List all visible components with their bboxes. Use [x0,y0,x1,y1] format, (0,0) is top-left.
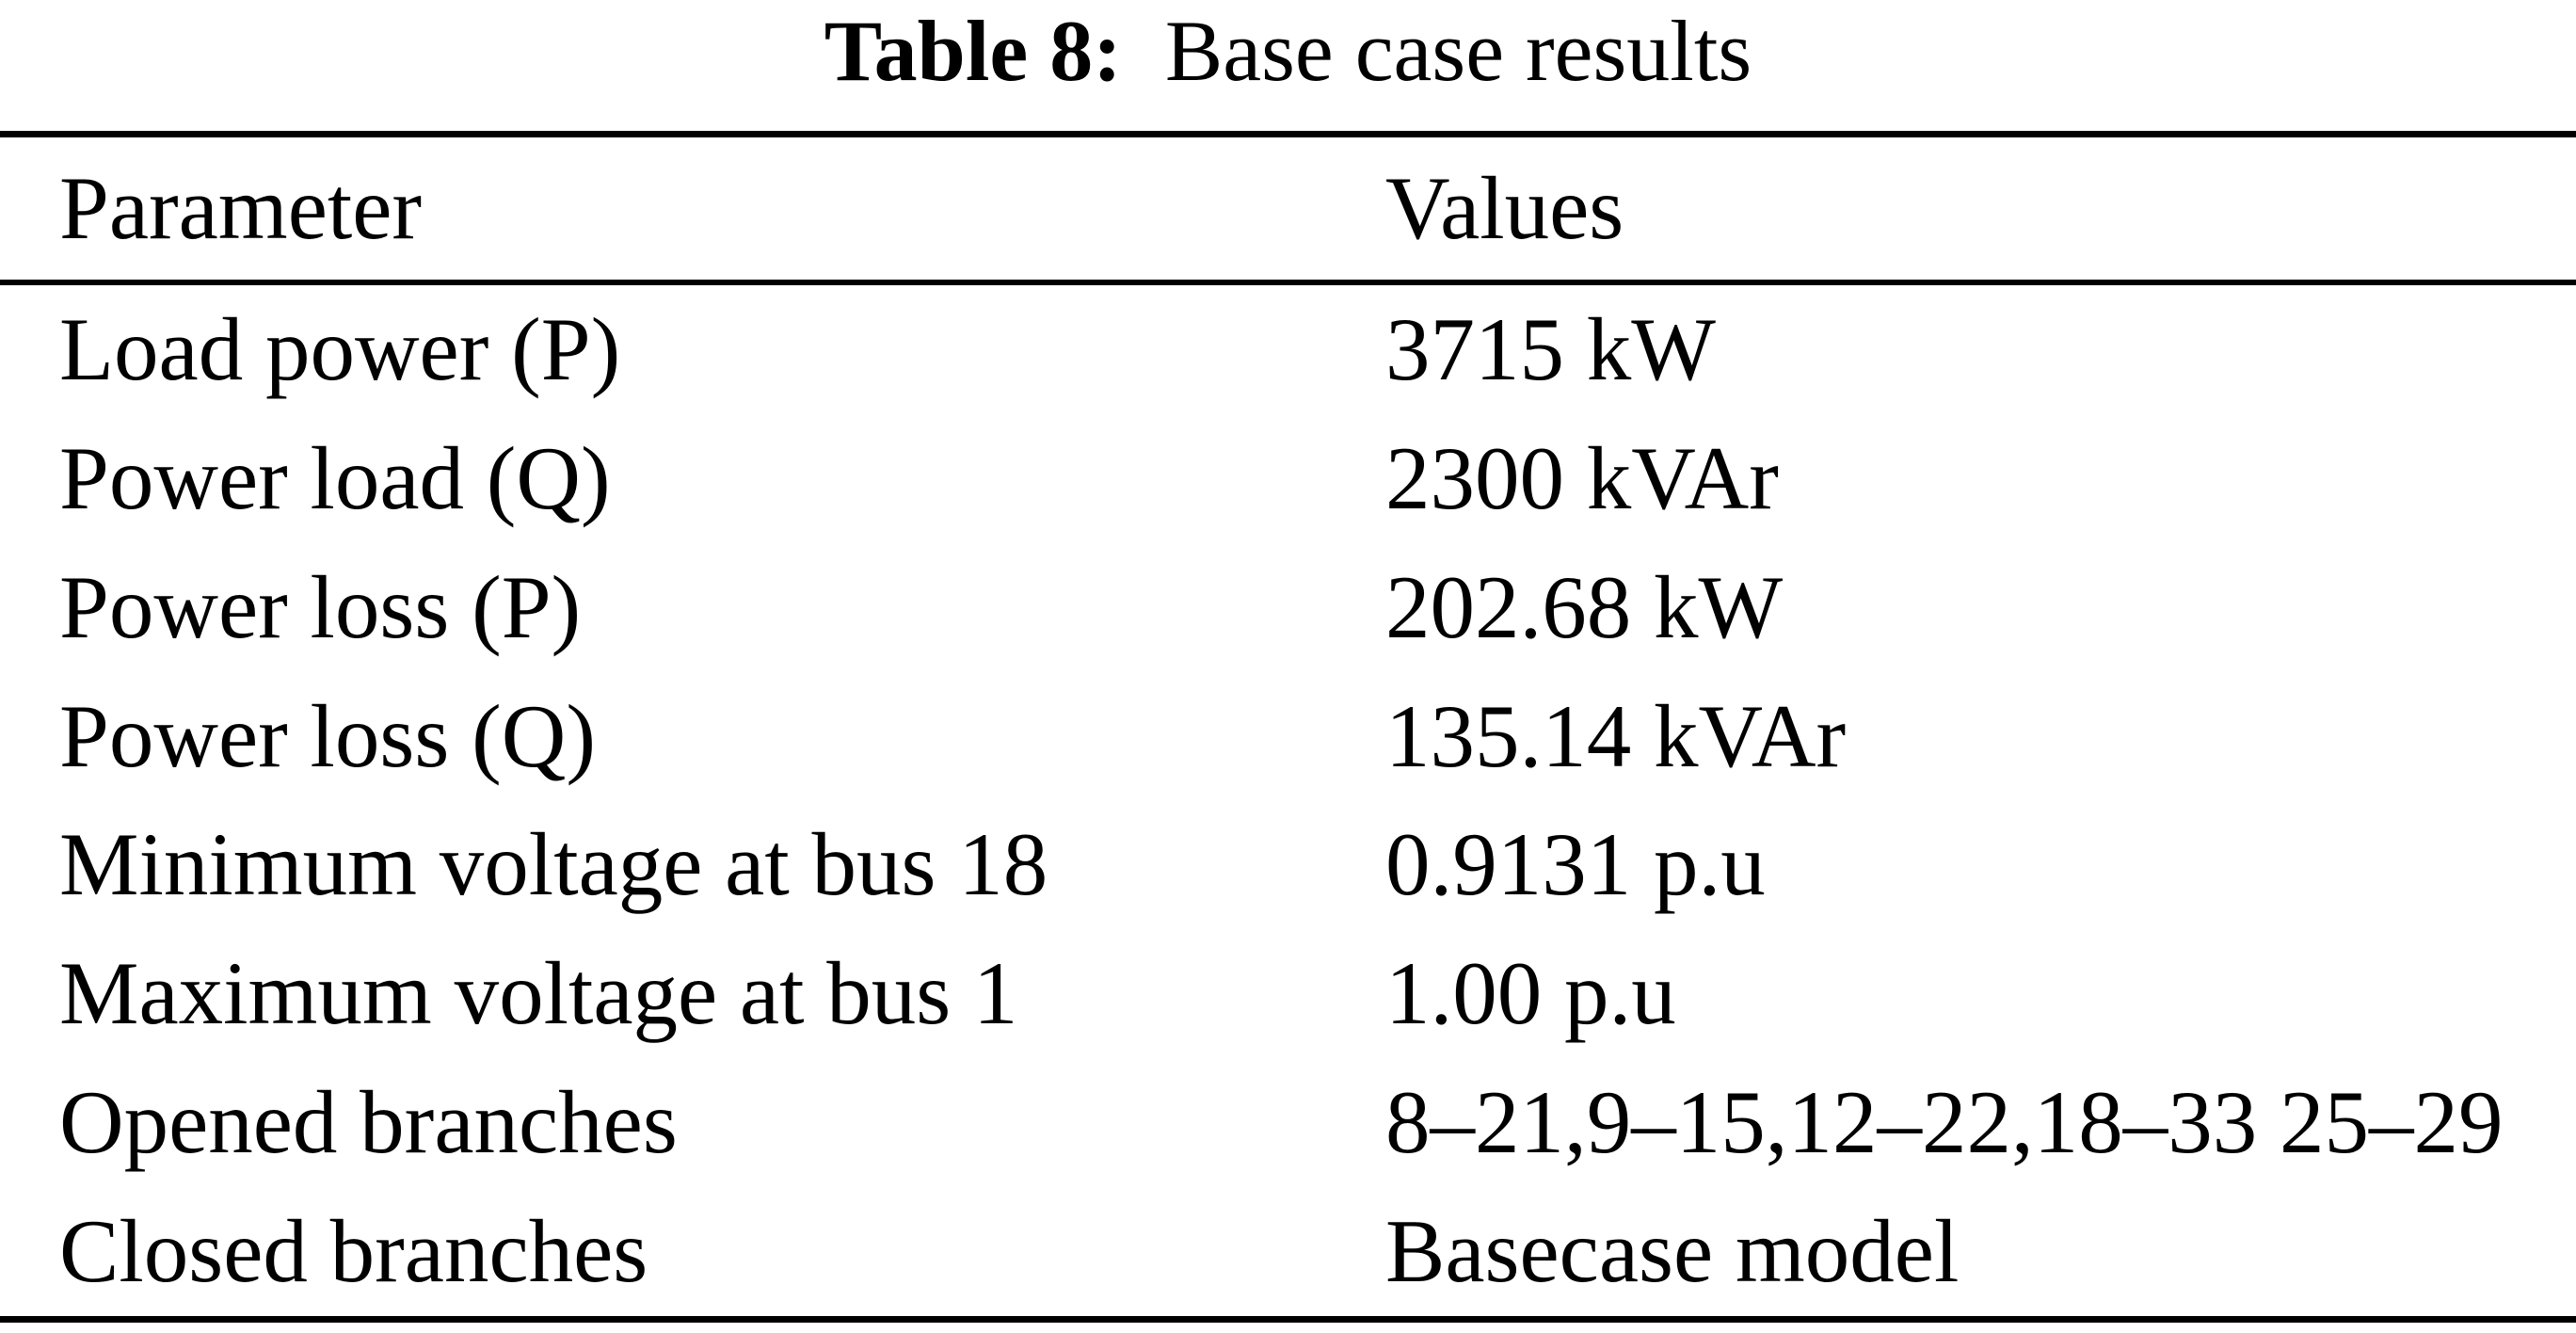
value-cell: 202.68 kW [1385,556,1784,657]
value-cell: 8–21,9–15,12–22,18–33 25–29 [1385,1072,2504,1173]
table-row: Power load (Q) 2300 kVAr [0,414,2576,543]
value-cell: 0.9131 p.u [1385,814,1766,915]
table-header-row: Parameter Values [0,131,2576,285]
parameter-cell: Power load (Q) [59,427,611,528]
value-cell: 3715 kW [1385,298,1716,399]
table-row: Closed branches Basecase model [0,1187,2576,1316]
table-row: Power loss (Q) 135.14 kVAr [0,672,2576,801]
parameter-cell: Load power (P) [59,298,621,399]
parameter-cell: Minimum voltage at bus 18 [59,814,1048,915]
column-header-parameter: Parameter [59,158,423,258]
parameter-cell: Maximum voltage at bus 1 [59,943,1018,1044]
table-caption-label: Table 8: [824,3,1122,99]
value-cell: 1.00 p.u [1385,943,1676,1044]
table-row: Power loss (P) 202.68 kW [0,543,2576,672]
parameter-cell: Power loss (P) [59,556,582,657]
table-row: Load power (P) 3715 kW [0,285,2576,414]
table-body: Load power (P) 3715 kW Power load (Q) 23… [0,285,2576,1323]
table-caption: Table 8: Base case results [0,0,2576,131]
column-header-values: Values [1385,158,1624,258]
parameter-cell: Power loss (Q) [59,685,596,786]
table-row: Opened branches 8–21,9–15,12–22,18–33 25… [0,1058,2576,1187]
value-cell: 135.14 kVAr [1385,685,1847,786]
value-cell: Basecase model [1385,1201,1960,1302]
parameter-cell: Closed branches [59,1201,648,1302]
value-cell: 2300 kVAr [1385,427,1779,528]
table-row: Maximum voltage at bus 1 1.00 p.u [0,929,2576,1058]
parameter-cell: Opened branches [59,1072,678,1173]
table-caption-title: Base case results [1164,3,1752,99]
table-row: Minimum voltage at bus 18 0.9131 p.u [0,801,2576,930]
